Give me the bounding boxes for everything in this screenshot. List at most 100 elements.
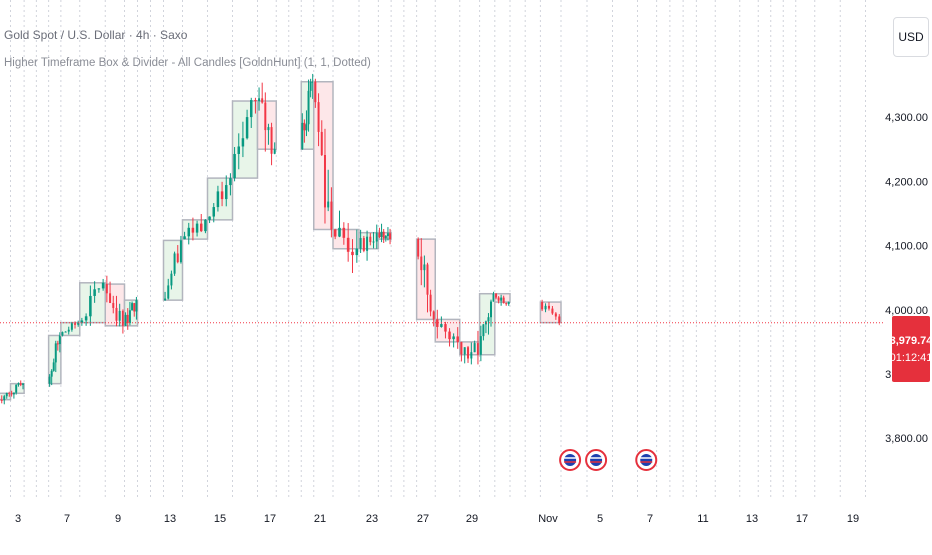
- htf-box: [164, 240, 183, 300]
- candle: [551, 309, 553, 314]
- candle: [303, 123, 305, 130]
- x-tick-label: 19: [847, 513, 859, 525]
- candle: [366, 237, 368, 251]
- candle: [213, 207, 216, 216]
- y-tick-label: 4,200.00: [885, 176, 928, 188]
- candle: [430, 295, 432, 312]
- htf-box: [333, 229, 359, 248]
- candle: [135, 300, 137, 311]
- candle: [456, 336, 458, 341]
- candle: [495, 294, 497, 298]
- candle: [208, 217, 211, 220]
- htf-box: [80, 283, 106, 323]
- candle: [464, 347, 466, 354]
- htf-box: [61, 323, 80, 336]
- candle: [225, 185, 228, 199]
- candle: [98, 288, 101, 289]
- candle: [271, 127, 273, 154]
- candle: [356, 249, 359, 255]
- candle: [170, 274, 172, 286]
- candle: [221, 191, 224, 199]
- candle: [127, 315, 129, 323]
- candle: [106, 284, 108, 293]
- candle: [305, 124, 307, 130]
- candle: [324, 155, 326, 207]
- candle: [204, 220, 207, 231]
- candle: [433, 311, 435, 319]
- htf-box: [495, 294, 510, 302]
- candle: [460, 342, 462, 354]
- candle: [180, 240, 182, 262]
- candle: [376, 233, 378, 242]
- candle: [119, 311, 121, 321]
- candle: [11, 393, 13, 394]
- candle: [548, 306, 550, 309]
- currency-button[interactable]: USD: [893, 17, 929, 57]
- htf-box: [208, 178, 233, 220]
- candle: [250, 100, 253, 117]
- candle: [558, 316, 560, 322]
- candle: [22, 384, 24, 385]
- flag-icon: [590, 454, 602, 466]
- candle: [238, 146, 241, 153]
- last-price-badge: 3,979.74 01:12:41: [892, 316, 930, 382]
- candle: [474, 343, 476, 352]
- candle: [267, 127, 269, 130]
- candle: [192, 228, 195, 233]
- candle: [3, 396, 5, 400]
- x-tick-label: 29: [466, 513, 478, 525]
- candle: [314, 82, 316, 102]
- candle: [131, 303, 133, 310]
- htf-box: [314, 82, 333, 230]
- candle: [360, 238, 362, 249]
- candle: [369, 237, 371, 242]
- candle: [420, 257, 422, 271]
- candle: [351, 252, 354, 255]
- candle: [112, 303, 114, 308]
- candle: [102, 283, 105, 289]
- candle: [13, 393, 15, 395]
- candle: [470, 352, 472, 358]
- x-tick-label: 13: [746, 513, 758, 525]
- candle: [264, 103, 266, 131]
- candle: [541, 302, 543, 309]
- candle: [440, 324, 442, 327]
- candle: [177, 253, 179, 262]
- candle: [65, 332, 67, 333]
- candle: [61, 332, 63, 335]
- candle: [330, 202, 332, 230]
- candle: [545, 306, 547, 309]
- candle: [321, 132, 323, 155]
- candle: [378, 233, 380, 237]
- candle: [387, 233, 389, 236]
- candle: [55, 343, 57, 362]
- candle: [53, 362, 55, 370]
- candle: [334, 229, 337, 236]
- candle: [508, 302, 510, 304]
- candle: [498, 298, 500, 301]
- candle: [200, 224, 203, 232]
- candle: [452, 336, 454, 339]
- candle: [74, 323, 76, 324]
- candle: [385, 236, 387, 238]
- x-tick-label: 21: [314, 513, 326, 525]
- candle: [93, 289, 96, 296]
- symbol-title: Gold Spot / U.S. Dollar · 4h · Saxo: [4, 28, 187, 42]
- candle: [85, 316, 88, 320]
- candle: [233, 154, 236, 178]
- indicator-label[interactable]: Higher Timeframe Box & Divider - All Can…: [4, 57, 371, 69]
- candle: [490, 302, 492, 318]
- htf-box: [258, 101, 277, 149]
- candle: [261, 98, 263, 102]
- candle: [482, 324, 484, 336]
- y-tick-label: 3,800.00: [885, 433, 928, 445]
- candle: [17, 383, 19, 384]
- x-tick-label: 23: [366, 513, 378, 525]
- candle: [444, 324, 446, 331]
- candle: [242, 138, 245, 146]
- x-tick-label: Nov: [538, 513, 558, 525]
- candle: [373, 242, 375, 243]
- candle: [389, 233, 391, 239]
